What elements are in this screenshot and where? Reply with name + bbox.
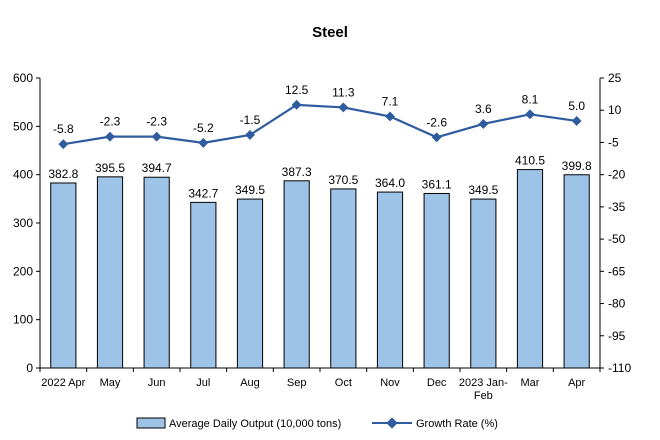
y-left-tick-label: 200 [13, 264, 33, 278]
growth-rate-marker [198, 137, 209, 148]
growth-rate-marker [338, 102, 349, 113]
bar-value-label: 349.5 [468, 183, 498, 197]
legend-label-bar: Average Daily Output (10,000 tons) [169, 418, 341, 430]
y-left-tick-label: 600 [13, 71, 33, 85]
growth-rate-marker [245, 129, 255, 140]
x-tick-label: Jun [148, 377, 166, 389]
bar-value-label: 387.3 [282, 165, 312, 179]
growth-rate-marker [385, 111, 395, 122]
growth-rate-label: -5.8 [53, 122, 74, 136]
bar [283, 180, 310, 369]
legend-marker-icon [386, 417, 398, 429]
bar [330, 188, 357, 369]
bar-value-label: 361.1 [422, 177, 452, 191]
bar-value-label: 382.8 [48, 167, 78, 181]
bar [516, 169, 544, 369]
growth-rate-marker [571, 116, 582, 126]
growth-rate-label: -2.3 [146, 115, 167, 129]
x-tick-label: 2022 Apr [41, 377, 85, 389]
y-right-tick-label: -50 [608, 232, 626, 246]
y-right-tick-label: -5 [608, 135, 619, 149]
growth-rate-marker [525, 109, 535, 120]
bar [563, 174, 590, 369]
bar-value-label: 394.7 [142, 161, 172, 175]
bar [96, 176, 124, 369]
growth-rate-label: 3.6 [475, 102, 492, 116]
bar [50, 182, 77, 369]
bar [423, 192, 450, 369]
bar-value-label: 395.5 [95, 161, 125, 175]
chart-title: Steel [312, 24, 348, 41]
x-tick-label: Dec [427, 377, 447, 389]
y-right-tick-label: 10 [608, 103, 622, 117]
y-left-tick-label: 300 [13, 216, 33, 230]
bar [470, 198, 497, 369]
growth-rate-label: 12.5 [285, 83, 309, 97]
x-tick-label: Oct [335, 377, 352, 389]
x-tick-label: 2023 Jan-Feb [459, 377, 508, 402]
bar-value-label: 410.5 [515, 154, 545, 168]
bar [143, 176, 170, 369]
bar-value-label: 349.5 [235, 183, 265, 197]
bar [236, 198, 264, 369]
bar-value-label: 399.8 [562, 159, 592, 173]
growth-rate-label: 8.1 [522, 92, 539, 106]
growth-rate-label: -5.2 [193, 121, 214, 135]
growth-rate-marker [58, 139, 69, 150]
x-tick-label: Nov [380, 377, 400, 389]
y-left-tick-label: 0 [26, 361, 33, 375]
growth-rate-label: 11.3 [332, 85, 355, 99]
bar-value-label: 342.7 [188, 186, 218, 200]
growth-rate-label: 5.0 [568, 99, 585, 113]
legend: Average Daily Output (10,000 tons) Growt… [136, 417, 498, 430]
y-left-tick-label: 100 [13, 313, 33, 327]
x-tick-label: Jul [196, 377, 210, 389]
growth-rate-marker [151, 131, 162, 142]
x-tick-label: Sep [287, 377, 307, 389]
legend-label-line: Growth Rate (%) [416, 418, 498, 430]
bar [190, 201, 217, 369]
y-left-tick-label: 500 [13, 119, 33, 133]
y-right-tick-label: 25 [608, 71, 622, 85]
x-tick-label: Aug [240, 377, 260, 389]
y-right-tick-label: -20 [608, 168, 626, 182]
legend-swatch-bar [136, 417, 166, 429]
y-right-tick-label: -65 [608, 264, 626, 278]
growth-rate-label: -2.3 [100, 115, 121, 129]
plot-area: 0 100 200 300 400 500 600 -110 -95 -80 -65 -50 -35 -2… [13, 71, 631, 402]
growth-rate-label: -2.6 [426, 115, 447, 129]
bar-value-label: 370.5 [328, 173, 358, 187]
x-tick-label: May [100, 377, 121, 389]
bar [376, 191, 404, 369]
y-right-tick-label: -35 [608, 200, 626, 214]
growth-rate-label: -1.5 [240, 113, 261, 127]
y-right-tick-label: -95 [608, 329, 626, 343]
y-left-tick-label: 400 [13, 168, 33, 182]
growth-rate-marker [105, 131, 115, 142]
growth-rate-marker [478, 119, 489, 129]
y-right-tick-label: -80 [608, 297, 626, 311]
x-tick-label: Mar [521, 377, 540, 389]
growth-rate-label: 7.1 [382, 94, 399, 108]
growth-rate-marker [431, 132, 442, 143]
y-right-tick-label: -110 [608, 361, 631, 375]
bar-value-label: 364.0 [375, 176, 405, 190]
growth-rate-line [63, 103, 577, 146]
x-tick-label: Apr [568, 377, 585, 389]
